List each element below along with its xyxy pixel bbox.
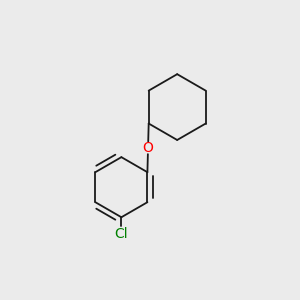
Text: Cl: Cl — [115, 227, 128, 242]
Text: O: O — [142, 141, 154, 155]
